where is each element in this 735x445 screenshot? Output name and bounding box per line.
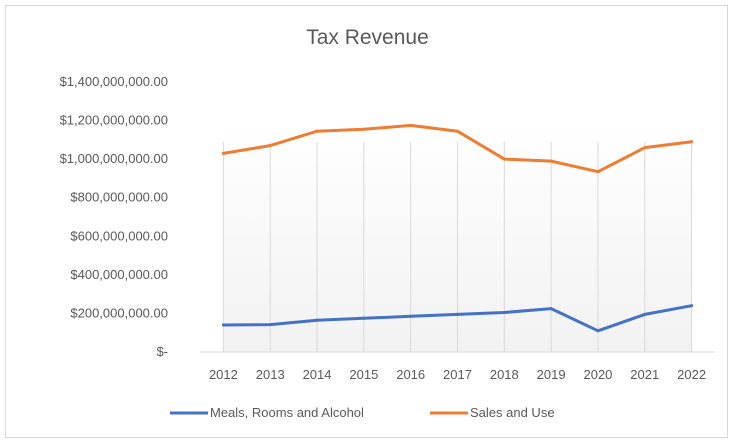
data-point bbox=[268, 144, 272, 148]
data-point bbox=[690, 304, 694, 308]
data-point bbox=[221, 323, 225, 327]
y-tick-label: $- bbox=[156, 344, 168, 359]
legend-label: Meals, Rooms and Alcohol bbox=[210, 405, 364, 420]
x-tick-label: 2014 bbox=[303, 367, 332, 382]
x-tick-label: 2018 bbox=[490, 367, 519, 382]
data-point bbox=[596, 170, 600, 174]
legend-label: Sales and Use bbox=[470, 405, 555, 420]
data-point bbox=[502, 157, 506, 161]
data-point bbox=[456, 129, 459, 133]
data-point bbox=[502, 310, 506, 314]
x-tick-label: 2019 bbox=[537, 367, 566, 382]
data-point bbox=[362, 127, 366, 131]
x-tick-label: 2022 bbox=[677, 367, 706, 382]
data-point bbox=[643, 146, 647, 150]
x-tick-label: 2021 bbox=[630, 367, 659, 382]
y-tick-label: $400,000,000.00 bbox=[70, 267, 168, 282]
data-point bbox=[549, 159, 553, 163]
x-tick-label: 2015 bbox=[349, 367, 378, 382]
y-tick-label: $800,000,000.00 bbox=[70, 190, 168, 205]
data-point bbox=[409, 314, 413, 318]
data-point bbox=[362, 316, 366, 320]
x-tick-label: 2020 bbox=[583, 367, 612, 382]
x-tick-label: 2017 bbox=[443, 367, 472, 382]
data-point bbox=[268, 323, 272, 327]
data-point bbox=[643, 312, 647, 316]
x-tick-label: 2012 bbox=[209, 367, 238, 382]
y-tick-label: $200,000,000.00 bbox=[70, 305, 168, 320]
x-tick-label: 2013 bbox=[256, 367, 285, 382]
chart-title: Tax Revenue bbox=[306, 26, 429, 49]
y-tick-label: $1,000,000,000.00 bbox=[60, 151, 168, 166]
data-point bbox=[596, 329, 600, 333]
y-tick-label: $600,000,000.00 bbox=[70, 228, 168, 243]
data-point bbox=[315, 129, 319, 133]
data-point bbox=[221, 151, 225, 155]
x-tick-label: 2016 bbox=[396, 367, 425, 382]
data-point bbox=[456, 312, 459, 316]
data-point bbox=[315, 318, 319, 322]
data-point bbox=[409, 123, 413, 127]
data-point bbox=[549, 307, 553, 311]
y-tick-label: $1,400,000,000.00 bbox=[60, 74, 168, 89]
y-tick-label: $1,200,000,000.00 bbox=[60, 113, 168, 128]
data-point bbox=[690, 140, 694, 144]
